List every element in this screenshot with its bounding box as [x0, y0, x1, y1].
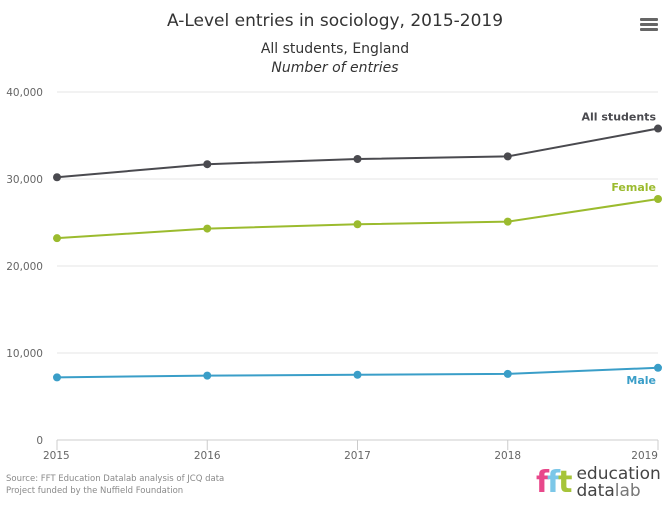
x-tick-label: 2018: [494, 450, 521, 462]
x-tick-label: 2017: [344, 450, 371, 462]
source-note: Source: FFT Education Datalab analysis o…: [6, 474, 225, 484]
data-point-female: [353, 220, 362, 229]
logo-wordmark: education datalab: [576, 466, 660, 500]
chart-units-note: Number of entries: [271, 60, 398, 76]
data-point-all-students: [203, 160, 212, 169]
grid-layer: [57, 91, 658, 354]
hamburger-menu-icon: [636, 18, 660, 31]
fft-logo-mark-icon: fft: [536, 465, 573, 500]
data-point-female: [503, 217, 512, 226]
series-male: Male: [53, 363, 662, 387]
funding-note: Project funded by the Nuffield Foundatio…: [6, 486, 184, 496]
data-point-female: [654, 195, 662, 204]
data-point-all-students: [353, 154, 362, 163]
y-tick-label: 40,000: [6, 87, 43, 99]
data-point-female: [203, 224, 212, 233]
y-tick-label: 30,000: [6, 174, 43, 186]
series-label-all-students: All students: [582, 111, 657, 124]
series-line-all-students: [56, 127, 659, 179]
chart-subtitle: All students, England: [261, 41, 409, 57]
series-label-female: Female: [611, 181, 656, 194]
y-tick-label: 0: [36, 435, 43, 447]
series-label-male: Male: [626, 374, 656, 387]
chart-credits: Source: FFT Education Datalab analysis o…: [6, 473, 224, 497]
data-point-male: [654, 363, 662, 372]
y-tick-label: 20,000: [6, 261, 43, 273]
data-point-female: [53, 234, 61, 243]
logo-word-education: education: [576, 464, 661, 484]
data-point-all-students: [654, 124, 662, 133]
data-point-male: [503, 369, 512, 378]
data-point-male: [53, 373, 61, 382]
x-tick-label: 2019: [631, 450, 658, 462]
series-layer: All students Female Male: [53, 111, 662, 387]
chart-menu-button[interactable]: [636, 16, 660, 34]
data-point-all-students: [53, 173, 61, 182]
fft-datalab-logo: fft education datalab: [536, 466, 661, 500]
logo-word-data: data: [576, 481, 615, 501]
x-tick-label: 2016: [194, 450, 221, 462]
chart-title: A-Level entries in sociology, 2015-2019: [167, 11, 503, 31]
series-all-students: All students: [53, 111, 662, 182]
logo-word-lab: lab: [614, 481, 641, 501]
y-tick-label: 10,000: [6, 348, 43, 360]
x-tick-label: 2015: [43, 450, 70, 462]
axis-layer: 0 10,000 20,000 30,000 40,000 2015 2016 2017 201…: [6, 87, 659, 462]
data-point-all-students: [503, 152, 512, 161]
series-female: Female: [53, 181, 662, 243]
series-line-female: [56, 198, 659, 240]
data-point-male: [203, 371, 212, 380]
data-point-male: [353, 370, 362, 379]
